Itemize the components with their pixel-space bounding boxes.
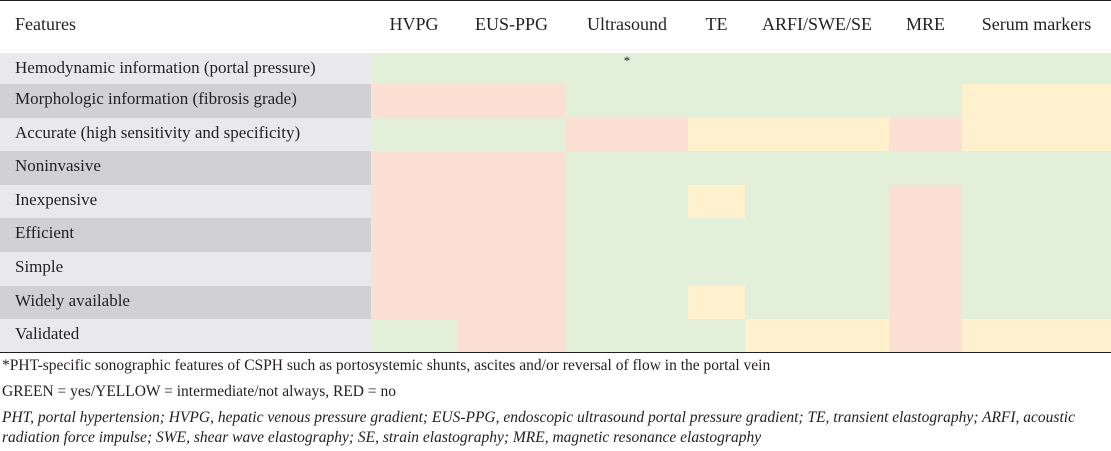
- rating-cell: [962, 151, 1111, 185]
- header-te: TE: [688, 0, 745, 51]
- rating-cell: [745, 319, 889, 354]
- rating-cell: [889, 285, 962, 320]
- footnote-abbreviations: PHT, portal hypertension; HVPG, hepatic …: [2, 409, 1075, 446]
- header-serum-markers: Serum markers: [962, 0, 1111, 51]
- table-body: Hemodynamic information (portal pressure…: [0, 48, 1111, 354]
- rating-cell: [371, 48, 457, 85]
- rating-cell: [688, 285, 745, 320]
- rating-cell: [371, 184, 457, 219]
- feature-comparison-table: Features HVPG EUS-PPG Ultrasound TE ARFI…: [0, 0, 1111, 354]
- rating-cell: [457, 252, 566, 286]
- rating-cell: [688, 184, 745, 219]
- rating-cell: [962, 48, 1111, 85]
- rating-cell: [889, 252, 962, 286]
- rating-cell: [688, 117, 745, 152]
- table-row: Efficient: [0, 218, 1111, 253]
- footnote-asterisk: *PHT-specific sonographic features of CS…: [2, 357, 771, 374]
- rating-cell: [962, 84, 1111, 118]
- rating-cell: [457, 285, 566, 320]
- rating-cell: [371, 252, 457, 286]
- row-label: Validated: [0, 319, 371, 354]
- rating-cell: [566, 117, 688, 152]
- rating-cell: [457, 151, 566, 185]
- rating-cell: [566, 218, 688, 253]
- rating-cell: [962, 117, 1111, 152]
- rating-cell: *: [566, 48, 688, 85]
- rating-cell: [457, 84, 566, 118]
- table-footnotes: *PHT-specific sonographic features of CS…: [2, 356, 1102, 448]
- rating-cell: [889, 151, 962, 185]
- rating-cell: [371, 285, 457, 320]
- rating-cell: [745, 252, 889, 286]
- header-features: Features: [0, 0, 371, 51]
- rating-cell: [688, 319, 745, 354]
- row-label: Inexpensive: [0, 184, 371, 219]
- rating-cell: [745, 84, 889, 118]
- row-label: Widely available: [0, 285, 371, 320]
- table-row: Validated: [0, 319, 1111, 354]
- rating-cell: [889, 184, 962, 219]
- header-arfi-swe-se: ARFI/SWE/SE: [745, 0, 889, 51]
- rating-cell: [962, 184, 1111, 219]
- table-row: Simple: [0, 252, 1111, 286]
- rating-cell: [688, 84, 745, 118]
- header-hvpg: HVPG: [371, 0, 457, 51]
- row-label: Noninvasive: [0, 151, 371, 185]
- rating-cell: [962, 319, 1111, 354]
- footnote-color-legend: GREEN = yes/YELLOW = intermediate/not al…: [2, 383, 396, 400]
- row-label: Efficient: [0, 218, 371, 253]
- rating-cell: [457, 218, 566, 253]
- header-mre: MRE: [889, 0, 962, 51]
- rating-cell: [889, 117, 962, 152]
- rating-cell: [457, 319, 566, 354]
- rating-cell: [889, 84, 962, 118]
- header-eus-ppg: EUS-PPG: [457, 0, 566, 51]
- rating-cell: [745, 48, 889, 85]
- rating-cell: [457, 48, 566, 85]
- rating-cell: [688, 218, 745, 253]
- row-label: Hemodynamic information (portal pressure…: [0, 48, 371, 85]
- table-row: Noninvasive: [0, 151, 1111, 185]
- rating-cell: [889, 48, 962, 85]
- row-label: Accurate (high sensitivity and specifici…: [0, 117, 371, 152]
- rating-cell: [457, 117, 566, 152]
- rating-cell: [962, 218, 1111, 253]
- rating-cell: [745, 184, 889, 219]
- header-row: Features HVPG EUS-PPG Ultrasound TE ARFI…: [0, 0, 1111, 51]
- rating-cell: [745, 117, 889, 152]
- rating-cell: [745, 151, 889, 185]
- rating-cell: [371, 218, 457, 253]
- rating-cell: [962, 285, 1111, 320]
- table-row: Widely available: [0, 285, 1111, 320]
- table-row: Hemodynamic information (portal pressure…: [0, 48, 1111, 85]
- row-label: Simple: [0, 252, 371, 286]
- rating-cell: [371, 319, 457, 354]
- table-row: Inexpensive: [0, 184, 1111, 219]
- rating-cell: [688, 48, 745, 85]
- rating-cell: [371, 117, 457, 152]
- rating-cell: [745, 218, 889, 253]
- rating-cell: [889, 319, 962, 354]
- rating-cell: [688, 252, 745, 286]
- rating-cell: [371, 84, 457, 118]
- rating-cell: [566, 252, 688, 286]
- rating-cell: [566, 285, 688, 320]
- rating-cell: [566, 84, 688, 118]
- rating-cell: [889, 218, 962, 253]
- rating-cell: [371, 151, 457, 185]
- rating-cell: [457, 184, 566, 219]
- header-ultrasound: Ultrasound: [566, 0, 688, 51]
- rating-cell: [688, 151, 745, 185]
- rating-cell: [962, 252, 1111, 286]
- rating-cell: [745, 285, 889, 320]
- table-row: Morphologic information (fibrosis grade): [0, 84, 1111, 118]
- rating-cell: [566, 184, 688, 219]
- table-row: Accurate (high sensitivity and specifici…: [0, 117, 1111, 152]
- row-label: Morphologic information (fibrosis grade): [0, 84, 371, 118]
- rating-cell: [566, 319, 688, 354]
- rating-cell: [566, 151, 688, 185]
